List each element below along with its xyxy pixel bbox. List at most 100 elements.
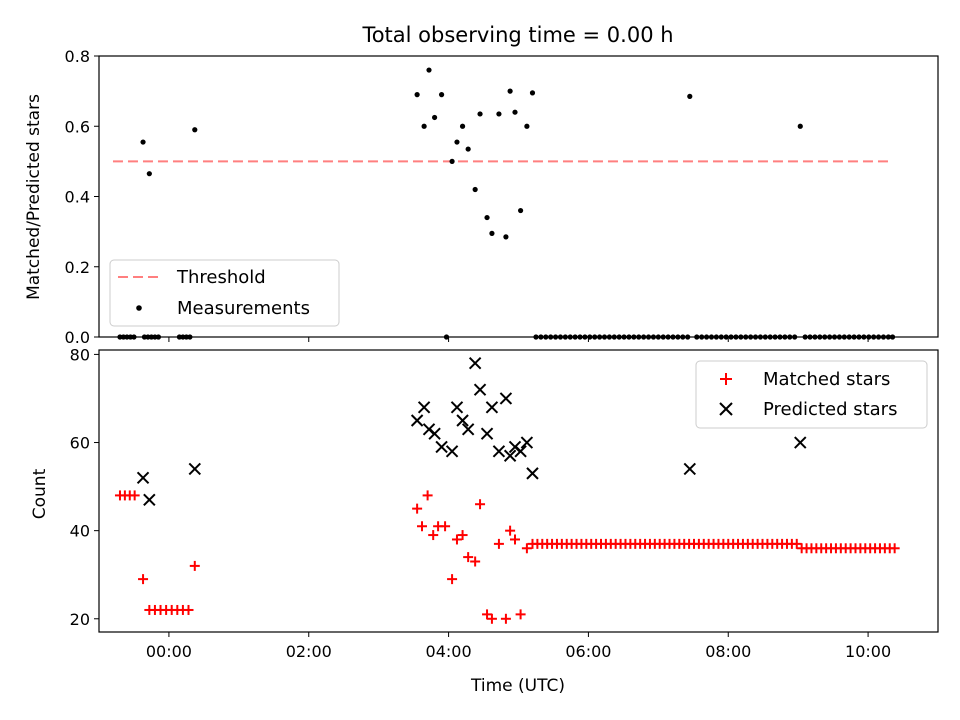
bottom-y-tick-label: 60: [70, 434, 90, 453]
bottom-y-axis-label: Count: [30, 468, 50, 519]
measurement-point: [426, 67, 432, 73]
matched-star-point: [428, 530, 439, 541]
measurement-point: [507, 88, 513, 94]
predicted-star-point: [468, 357, 482, 370]
matched-star-point: [463, 552, 474, 563]
predicted-star-point: [445, 445, 459, 458]
measurement-point: [438, 92, 445, 98]
matched-star-point: [515, 609, 526, 620]
measurement-point: [529, 90, 536, 96]
x-tick-label: 02:00: [286, 642, 332, 661]
measurement-point: [192, 127, 198, 133]
measurement-point: [797, 123, 803, 129]
predicted-star-point: [473, 383, 487, 396]
legend-threshold-label: Threshold: [176, 267, 266, 288]
measurement-point: [524, 123, 530, 129]
matched-star-point: [129, 490, 140, 501]
predicted-star-point: [410, 414, 424, 427]
bottom-axes-frame: [98, 349, 939, 633]
predicted-star-point: [428, 427, 441, 440]
matched-star-point: [510, 534, 521, 545]
matched-star-point: [447, 574, 458, 585]
measurement-point: [512, 109, 518, 115]
measurement-point: [517, 207, 524, 214]
x-tick-label: 00:00: [146, 642, 192, 661]
matched-star-point: [505, 525, 516, 536]
matched-star-point: [440, 521, 451, 532]
measurement-point: [459, 123, 466, 129]
bottom-subplot: Count Time (UTC) 20 40 60 80 00:00 02:00 04:00…: [30, 345, 939, 696]
bottom-y-tick-label: 40: [70, 522, 90, 541]
legend-measurements-label: Measurements: [177, 298, 310, 319]
predicted-star-point: [499, 392, 513, 405]
matched-star-point: [482, 609, 493, 620]
matched-star-point: [521, 543, 532, 554]
predicted-star-point: [480, 427, 494, 440]
matched-star-point: [470, 556, 481, 567]
top-y-tick-label: 0.4: [65, 188, 90, 207]
measurement-point: [146, 171, 152, 177]
predicted-star-point: [485, 401, 499, 414]
predicted-star-point: [461, 423, 475, 436]
measurement-point: [484, 214, 490, 221]
top-y-tick-label: 0.8: [65, 47, 90, 66]
measurement-point: [503, 234, 509, 240]
matched-star-point: [486, 613, 497, 624]
legend-matched-label: Matched stars: [763, 369, 890, 390]
predicted-star-point: [456, 414, 469, 427]
predicted-star-point: [136, 471, 150, 484]
measurement-point: [432, 114, 438, 121]
predicted-star-point: [520, 436, 534, 449]
x-axis-label: Time (UTC): [470, 676, 565, 696]
top-y-tick-label: 0.2: [65, 258, 90, 277]
matched-star-point: [500, 613, 511, 624]
top-subplot: Total observing time = 0.00 h Matched/Pr…: [24, 23, 939, 347]
predicted-star-point: [417, 401, 431, 414]
x-tick-label: 08:00: [705, 642, 751, 661]
x-tick-label: 06:00: [565, 642, 611, 661]
x-tick-label: 04:00: [426, 642, 472, 661]
measurement-point: [489, 230, 495, 236]
measurement-point: [472, 186, 478, 193]
measurement-point: [465, 146, 471, 152]
predicted-star-point: [492, 445, 506, 458]
measurement-point: [687, 93, 693, 99]
chart-title: Total observing time = 0.00 h: [361, 23, 673, 47]
matched-star-point: [889, 543, 900, 554]
matched-star-point: [417, 521, 428, 532]
top-axes-frame: [98, 55, 939, 338]
measurement-point: [496, 111, 502, 117]
measurement-point: [477, 111, 483, 117]
top-legend: Threshold Measurements: [109, 259, 340, 327]
measurement-point: [454, 139, 460, 145]
legend-predicted-label: Predicted stars: [763, 399, 897, 420]
x-tick-label: 10:00: [845, 642, 891, 661]
predicted-star-point: [188, 462, 201, 476]
matched-star-point: [183, 604, 194, 615]
measurement-point: [449, 158, 455, 164]
top-y-axis-label: Matched/Predicted stars: [24, 94, 44, 300]
matched-star-point: [493, 538, 504, 549]
legend-predicted-swatch: [719, 402, 733, 416]
predicted-star-point: [794, 436, 807, 449]
top-y-tick-label: 0.6: [65, 117, 90, 136]
predicted-star-point: [683, 462, 697, 476]
top-y-tick-label: 0.0: [65, 328, 90, 347]
bottom-y-tick-label: 20: [70, 610, 90, 629]
legend-matched-swatch: [720, 373, 732, 385]
predicted-star-point: [143, 493, 156, 507]
predicted-star-point: [503, 449, 517, 462]
measurement-point: [414, 92, 420, 98]
bottom-y-tick-label: 80: [70, 345, 90, 364]
predicted-star-point: [526, 467, 539, 480]
measurement-point: [140, 139, 146, 145]
bottom-legend: Matched stars Predicted stars: [695, 360, 928, 429]
matched-star-point: [189, 560, 200, 571]
matched-star-point: [457, 530, 468, 541]
measurement-point: [421, 123, 427, 129]
predicted-star-point: [450, 401, 464, 414]
predicted-star-point: [435, 440, 448, 454]
matched-star-point: [138, 574, 149, 585]
predicted-star-point: [514, 445, 527, 458]
